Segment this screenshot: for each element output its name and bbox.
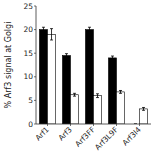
error-cap (119, 90, 122, 91)
x-tick-label: Arf3L9F (93, 125, 120, 152)
x-tick (70, 124, 71, 126)
error-line (66, 54, 67, 58)
error-cap (65, 53, 68, 54)
bar (94, 96, 102, 124)
y-tick (34, 124, 36, 125)
error-line (97, 94, 98, 98)
error-cap (50, 39, 53, 40)
y-tick-label: 10 (23, 72, 33, 81)
y-axis (36, 6, 37, 124)
x-tick-label: Arf3 (56, 125, 74, 143)
bar (71, 95, 79, 124)
bar (48, 34, 56, 124)
error-cap (119, 93, 122, 94)
error-line (120, 90, 121, 93)
error-cap (142, 110, 145, 111)
error-bar (111, 56, 114, 60)
chart: 0510152025Arf1Arf3Arf3FFArf3L9FArf3I4% A… (0, 0, 155, 165)
x-tick-label: Arf3I4 (121, 125, 144, 148)
error-bar (119, 90, 122, 93)
error-bar (50, 29, 53, 40)
error-bar (88, 27, 91, 32)
series (39, 27, 137, 124)
error-cap (142, 107, 145, 108)
bar (39, 30, 47, 124)
error-line (89, 27, 90, 32)
x-tick (116, 124, 117, 126)
y-tick-label: 5 (28, 96, 33, 105)
error-cap (96, 93, 99, 94)
error-cap (88, 27, 91, 28)
y-tick (34, 76, 36, 77)
error-bar (96, 94, 99, 98)
y-tick-label: 20 (23, 25, 33, 34)
error-cap (42, 27, 45, 28)
error-cap (111, 59, 114, 60)
x-tick (139, 124, 140, 126)
error-cap (88, 31, 91, 32)
error-line (51, 29, 52, 40)
error-line (143, 107, 144, 110)
error-cap (111, 56, 114, 57)
y-tick-label: 15 (23, 49, 33, 58)
error-line (43, 27, 44, 32)
error-bar (142, 107, 145, 110)
error-bar (42, 27, 45, 32)
y-tick-label: 0 (28, 120, 33, 129)
bar (62, 56, 70, 124)
y-axis-label: % Arf3 signal at Golgi (4, 22, 13, 109)
error-cap (96, 97, 99, 98)
series (48, 29, 148, 124)
plot-area (39, 27, 147, 124)
y-tick-label: 25 (23, 2, 33, 11)
chart-container: 0510152025Arf1Arf3Arf3FFArf3L9FArf3I4% A… (0, 0, 155, 165)
x-tick (93, 124, 94, 126)
y-tick (34, 6, 36, 7)
error-bar (65, 54, 68, 58)
y-tick (34, 100, 36, 101)
y-tick (34, 29, 36, 30)
bar (140, 109, 148, 124)
bar (117, 92, 125, 124)
error-cap (73, 96, 76, 97)
error-bar (73, 93, 76, 96)
y-tick (34, 53, 36, 54)
error-line (112, 56, 113, 60)
bar (85, 30, 93, 124)
error-cap (73, 93, 76, 94)
x-tick (47, 124, 48, 126)
error-cap (50, 28, 53, 29)
error-line (74, 93, 75, 96)
x-tick-label: Arf1 (33, 125, 51, 143)
error-cap (65, 57, 68, 58)
bar (108, 58, 116, 124)
error-cap (42, 31, 45, 32)
